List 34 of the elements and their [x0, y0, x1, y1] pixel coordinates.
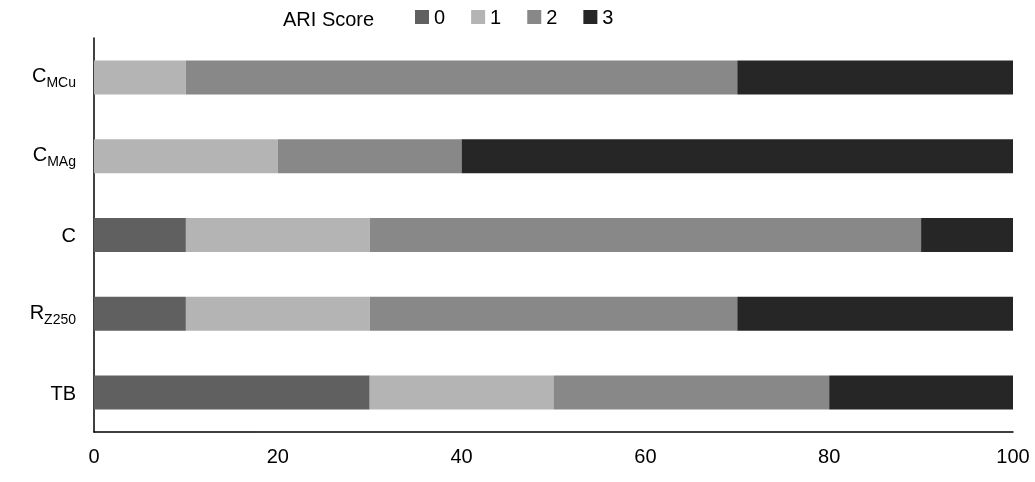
legend-label: 0 — [434, 6, 446, 28]
x-tick-label: 0 — [88, 445, 100, 467]
bar — [369, 296, 738, 331]
bar — [185, 218, 370, 252]
legend-label: 3 — [602, 6, 614, 28]
legend-label: 2 — [546, 6, 558, 28]
bar — [94, 139, 278, 174]
x-tick-label: 20 — [266, 445, 289, 467]
y-tick-label: C$_{MAg}$ — [31, 143, 76, 170]
x-tick-label: 80 — [818, 445, 841, 467]
bar — [829, 375, 1013, 410]
x-tick-label: 100 — [996, 445, 1030, 467]
bar — [185, 296, 370, 331]
legend-title: ARI Score — [283, 8, 375, 30]
bar — [461, 139, 1013, 174]
bar — [94, 375, 370, 410]
bar — [737, 296, 1013, 331]
bar — [369, 218, 922, 252]
y-tick-label: C — [60, 223, 76, 247]
bar — [94, 296, 186, 331]
bar — [94, 60, 186, 95]
bar — [553, 375, 830, 410]
x-tick-label: 40 — [450, 445, 473, 467]
bar — [921, 218, 1013, 252]
bar — [94, 218, 186, 252]
y-tick-label: TB — [49, 381, 76, 405]
x-tick-label: 60 — [634, 445, 657, 467]
bar — [185, 60, 738, 95]
bar — [369, 375, 554, 410]
bar — [277, 139, 462, 174]
y-tick-label: R$_{Z250}$ — [28, 300, 76, 327]
bar — [737, 60, 1013, 95]
y-tick-label: C$_{MCu}$ — [31, 64, 76, 91]
legend-label: 1 — [490, 6, 502, 28]
